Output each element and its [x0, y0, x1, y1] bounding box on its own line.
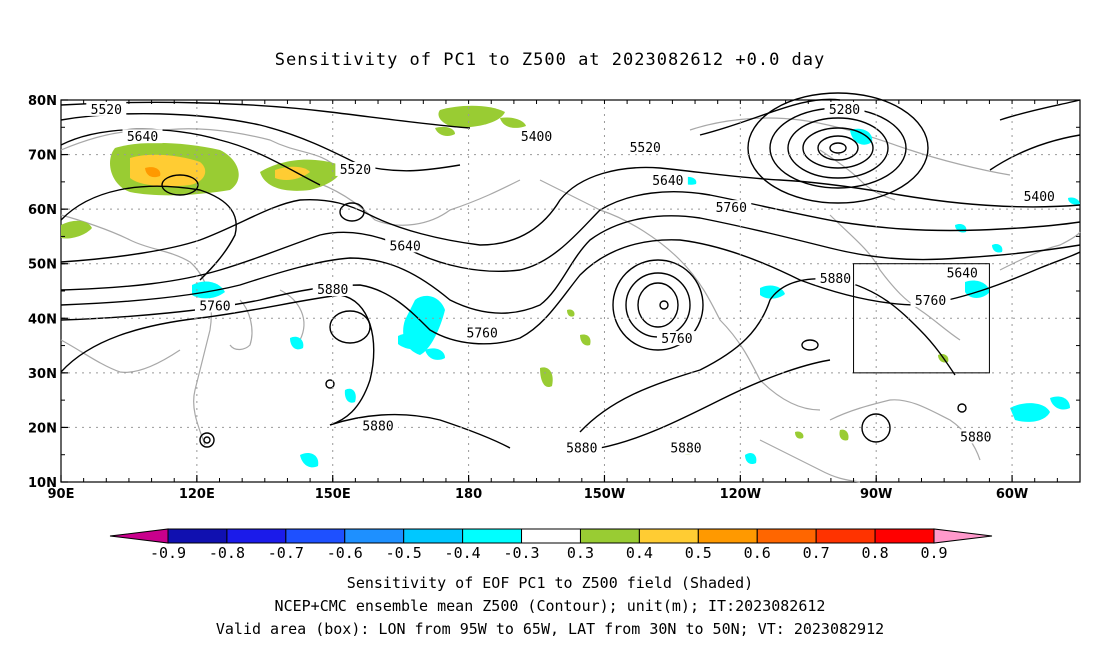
- contour-label-bg: [625, 140, 666, 155]
- contour-label-bg: [561, 440, 602, 455]
- lon-tick-label: 90E: [48, 487, 75, 502]
- lat-tick-label: 60N: [28, 203, 57, 218]
- contour-label-bg: [656, 331, 697, 346]
- lon-tick-label: 150W: [584, 487, 625, 502]
- contour-label: 5760: [915, 294, 946, 309]
- contour-label: 5880: [960, 430, 991, 445]
- lat-tick-label: 30N: [28, 367, 57, 382]
- colorbar-label: -0.5: [386, 544, 422, 562]
- colorbar-label: -0.3: [503, 544, 539, 562]
- contour-label: 5520: [340, 163, 371, 178]
- colorbar-label: 0.5: [685, 544, 712, 562]
- contour-label: 5760: [199, 299, 230, 314]
- contour-label-bg: [711, 200, 752, 215]
- lon-tick-label: 90W: [860, 487, 892, 502]
- contour-label-bg: [86, 101, 127, 116]
- colorbar-label: -0.8: [209, 544, 245, 562]
- colorbar-segment: [579, 528, 640, 544]
- contour-label-bg: [358, 418, 399, 433]
- contour-label-bg: [335, 161, 376, 176]
- contour-label: 5880: [820, 272, 851, 287]
- lon-tick-label: 150E: [315, 487, 351, 502]
- contour-label-bg: [955, 429, 996, 444]
- contour-label: 5400: [1024, 190, 1055, 205]
- contour-label-bg: [1019, 189, 1060, 204]
- contour-label: 5880: [362, 419, 393, 434]
- colorbar-label: -0.6: [327, 544, 363, 562]
- contour-label: 5640: [652, 174, 683, 189]
- contour-label: 5640: [390, 239, 421, 254]
- colorbar-segment: [756, 528, 817, 544]
- lon-tick-label: 120W: [720, 487, 761, 502]
- colorbar-label: 0.9: [920, 544, 947, 562]
- colorbar-low-triangle: [109, 528, 169, 544]
- colorbar-segment: [815, 528, 876, 544]
- colorbar-segment: [403, 528, 464, 544]
- colorbar-label: -0.7: [268, 544, 304, 562]
- contour-label: 5880: [670, 441, 701, 456]
- contour-label-bg: [462, 325, 503, 340]
- contour-label-bg: [516, 129, 557, 144]
- lat-tick-label: 70N: [28, 149, 57, 164]
- lat-tick-label: 20N: [28, 421, 57, 436]
- lat-tick-label: 10N: [28, 476, 57, 491]
- colorbar-segment: [226, 528, 287, 544]
- contour-label-bg: [824, 101, 865, 116]
- sensitivity-shading: [61, 105, 1080, 468]
- colorbar-segment: [638, 528, 699, 544]
- lat-tick-label: 40N: [28, 312, 57, 327]
- contour-label-bg: [647, 172, 688, 187]
- colorbar-label: 0.7: [803, 544, 830, 562]
- contour-label-bg: [942, 265, 983, 280]
- colorbar-label: 0.4: [626, 544, 653, 562]
- contour-label: 5760: [716, 201, 747, 216]
- contour-label: 5400: [521, 130, 552, 145]
- lon-tick-label: 180: [455, 487, 482, 502]
- contour-label-bg: [910, 292, 951, 307]
- contour-label-bg: [312, 282, 353, 296]
- footer-line-3: Valid area (box): LON from 95W to 65W, L…: [215, 620, 885, 638]
- colorbar-high-triangle: [933, 528, 993, 544]
- contour-label-bg: [194, 298, 235, 313]
- contour-label: 5880: [566, 441, 597, 456]
- contour-labels: 5520 5640 5400 5520 5640 5880 5760 5760 5880 5880…: [86, 101, 1060, 456]
- colorbar-segment: [521, 528, 581, 544]
- lat-tick-label: 50N: [28, 258, 57, 273]
- lon-tick-label: 120E: [179, 487, 215, 502]
- colorbar-segment: [167, 528, 228, 544]
- colorbar-segment: [697, 528, 758, 544]
- map-title: Sensitivity of PC1 to Z500 at 2023082612…: [274, 50, 826, 70]
- colorbar-segment: [462, 528, 523, 544]
- colorbar-label: -0.9: [150, 544, 186, 562]
- contour-label-bg: [385, 238, 426, 253]
- contour-label-bg: [122, 129, 163, 144]
- colorbar-label: 0.3: [567, 544, 594, 562]
- colorbar-label: 0.8: [862, 544, 889, 562]
- contour-label-bg: [815, 271, 856, 286]
- contour-label: 5640: [947, 267, 978, 282]
- colorbar-segment: [874, 528, 935, 544]
- contour-label: 5520: [91, 103, 122, 118]
- footer-line-2: NCEP+CMC ensemble mean Z500 (Contour); u…: [274, 597, 826, 615]
- footer-line-1: Sensitivity of EOF PC1 to Z500 field (Sh…: [346, 574, 754, 592]
- lon-tick-label: 60W: [996, 487, 1028, 502]
- colorbar-label: 0.6: [744, 544, 771, 562]
- contour-label: 5640: [127, 130, 158, 145]
- contour-label: 5520: [630, 141, 661, 156]
- valid-area-box: [853, 263, 990, 374]
- contour-label-bg: [665, 440, 706, 455]
- colorbar-segment: [344, 528, 405, 544]
- contour-label: 5760: [661, 332, 692, 347]
- contour-label: 5280: [829, 103, 860, 118]
- gridlines: [61, 100, 1080, 482]
- colorbar: -0.9 -0.8 -0.7 -0.6 -0.5 -0.4 -0.3 0.3 0.4 0.5 0.6…: [109, 528, 993, 562]
- contour-label: 5760: [467, 327, 498, 342]
- lat-tick-label: 80N: [28, 94, 57, 109]
- colorbar-label: -0.4: [445, 544, 481, 562]
- contour-label: 5880: [317, 283, 348, 298]
- colorbar-segment: [285, 528, 346, 544]
